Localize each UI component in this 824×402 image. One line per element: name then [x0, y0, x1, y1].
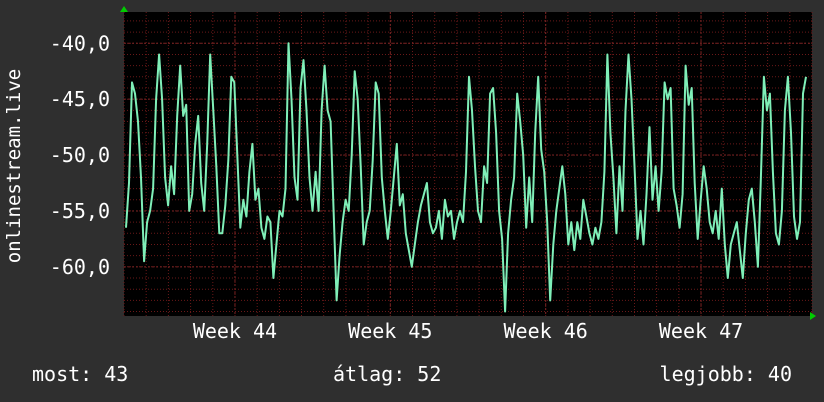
series-group: [125, 42, 807, 313]
y-tick-label: -55,0: [50, 199, 110, 223]
x-tick-label: Week 46: [504, 319, 588, 343]
y-tick-label: -40,0: [50, 31, 110, 55]
stat-average: átlag: 52: [333, 362, 442, 386]
y-tick-label: -50,0: [50, 143, 110, 167]
stat-current: most: 43: [32, 362, 129, 386]
x-tick-label: Week 47: [659, 319, 743, 343]
stat-best: legjobb: 40: [659, 362, 792, 386]
stats-bar: most: 43 átlag: 52 legjobb: 40: [0, 362, 824, 390]
x-axis-ticks: Week 44 Week 45 Week 46 Week 47: [193, 12, 743, 343]
y-axis-ticks: -40,0 -45,0 -50,0 -55,0 -60,0: [50, 31, 812, 279]
y-tick-label: -60,0: [50, 255, 110, 279]
x-tick-label: Week 44: [193, 319, 277, 343]
y-axis-arrow-icon: [120, 6, 128, 12]
x-tick-label: Week 45: [348, 319, 432, 343]
y-axis-label: onlinestream.live: [3, 69, 25, 263]
y-tick-label: -45,0: [50, 87, 110, 111]
series-line: [125, 42, 807, 313]
x-axis-arrow-icon: [810, 312, 816, 320]
